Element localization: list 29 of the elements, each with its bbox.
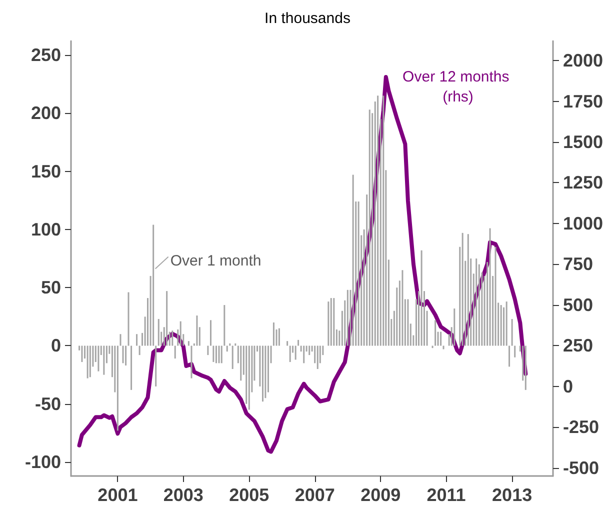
- x-tick-label: 2009: [360, 485, 401, 505]
- y-tick-label: 250: [30, 44, 61, 65]
- y2-tick-label: 250: [563, 336, 594, 356]
- y-tick-label: 150: [30, 161, 61, 182]
- x-tick-label: 2001: [98, 485, 138, 505]
- y2-tick-label: 0: [563, 376, 574, 396]
- x-tick-label: 2013: [492, 485, 532, 505]
- y-tick-label: -100: [24, 452, 61, 472]
- y2-tick-label: 500: [563, 294, 594, 315]
- y-tick-label: -50: [34, 394, 61, 414]
- y2-tick-label: 1750: [563, 91, 604, 112]
- y2-tick-label: -250: [563, 417, 600, 438]
- y2-tick-label: 750: [563, 254, 594, 274]
- y-tick-label: 100: [30, 219, 61, 240]
- y2-tick-label: 1000: [563, 213, 604, 234]
- x-tick-label: 2011: [426, 485, 466, 505]
- y2-tick-label: -500: [563, 458, 600, 478]
- y-tick-label: 200: [30, 103, 61, 124]
- annotation: Over 1 month: [170, 252, 262, 270]
- x-tick-label: 2005: [229, 485, 270, 505]
- y2-tick-label: 2000: [563, 50, 604, 71]
- chart-title: In thousands: [264, 10, 350, 27]
- y2-tick-label: 1500: [563, 132, 604, 152]
- y-tick-label: 0: [50, 336, 61, 356]
- y2-tick-label: 1250: [563, 172, 604, 193]
- series-label: Over 12 months (rhs): [402, 68, 510, 106]
- y-tick-label: 50: [40, 278, 61, 298]
- x-tick-label: 2007: [294, 485, 335, 505]
- x-tick-label: 2003: [163, 485, 204, 505]
